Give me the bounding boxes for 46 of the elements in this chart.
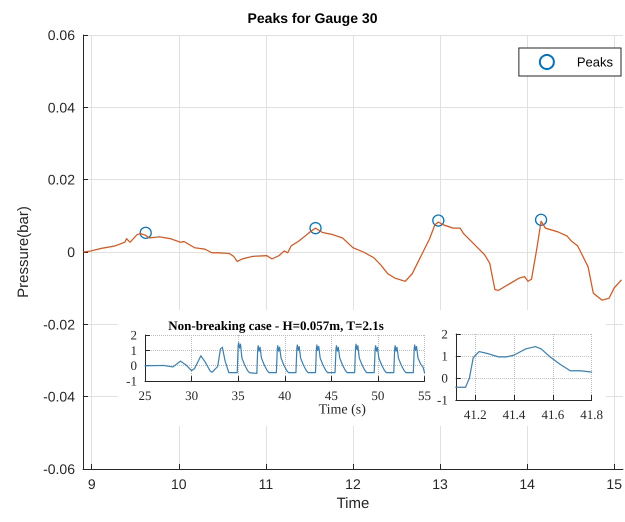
x-tick-label: 41.2 (464, 407, 487, 422)
y-tick-label: 0 (441, 370, 448, 386)
x-tick-label: 25 (138, 388, 152, 404)
x-tick-label: 55 (418, 388, 431, 404)
y-tick-label: -0.04 (43, 388, 76, 405)
legend-label: Peaks (576, 54, 614, 70)
x-tick-label: 12 (345, 476, 361, 492)
chart-title: Peaks for Gauge 30 (248, 10, 378, 26)
y-tick-label: 2 (130, 328, 137, 342)
y-tick-label: -1 (436, 392, 448, 408)
y-tick-label: 0.04 (48, 99, 76, 116)
x-tick-label: 30 (185, 388, 198, 404)
x-axis-title: Time (s) (318, 402, 366, 418)
x-tick-label: 41.4 (502, 407, 526, 422)
y-tick-label: 0.06 (48, 27, 76, 43)
x-tick-label: 14 (519, 476, 536, 492)
line-series (83, 220, 622, 301)
x-tick-label: 50 (371, 388, 384, 404)
x-tick-label: 41.8 (580, 407, 603, 422)
y-tick-label: -1 (126, 374, 137, 389)
y-tick-label: -0.06 (43, 461, 76, 477)
point (140, 226, 152, 239)
x-tick-label: 15 (606, 476, 622, 492)
point (432, 214, 444, 227)
y-axis-title: Pressure(bar) (15, 206, 32, 298)
x-tick-label: 35 (232, 388, 245, 404)
x-tick-label: 45 (324, 388, 338, 404)
y-tick-label: 0 (130, 358, 137, 374)
y-tick-label: 1 (130, 342, 137, 358)
x-tick-label: 9 (88, 476, 96, 492)
x-tick-label: 11 (258, 476, 274, 492)
y-tick-label: 0.02 (48, 172, 76, 188)
x-tick-label: 13 (432, 476, 448, 492)
y-tick-label: 2 (441, 326, 448, 342)
y-tick-label: 1 (441, 348, 448, 364)
x-tick-label: 10 (171, 476, 187, 492)
line-series (144, 342, 426, 374)
y-tick-label: -0.02 (43, 316, 76, 332)
point (534, 214, 548, 226)
line-series (455, 346, 592, 388)
x-axis-title: Time (336, 494, 370, 512)
x-tick-label: 41.6 (541, 407, 565, 422)
x-tick-label: 40 (278, 388, 292, 404)
point (309, 222, 322, 234)
y-tick-label: 0 (67, 244, 76, 260)
chart-title: Non-breaking case - H=0.057m, T=2.1s (168, 318, 384, 333)
